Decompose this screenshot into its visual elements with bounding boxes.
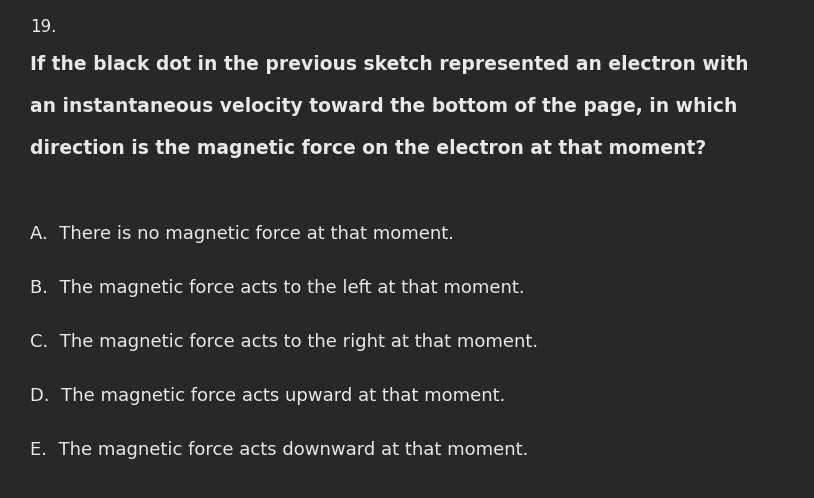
Text: 19.: 19. bbox=[30, 18, 56, 36]
Text: B.  The magnetic force acts to the left at that moment.: B. The magnetic force acts to the left a… bbox=[30, 279, 525, 297]
Text: C.  The magnetic force acts to the right at that moment.: C. The magnetic force acts to the right … bbox=[30, 333, 538, 351]
Text: If the black dot in the previous sketch represented an electron with: If the black dot in the previous sketch … bbox=[30, 55, 749, 74]
Text: an instantaneous velocity toward the bottom of the page, in which: an instantaneous velocity toward the bot… bbox=[30, 97, 737, 116]
Text: E.  The magnetic force acts downward at that moment.: E. The magnetic force acts downward at t… bbox=[30, 441, 528, 459]
Text: direction is the magnetic force on the electron at that moment?: direction is the magnetic force on the e… bbox=[30, 139, 707, 158]
Text: A.  There is no magnetic force at that moment.: A. There is no magnetic force at that mo… bbox=[30, 225, 454, 243]
Text: D.  The magnetic force acts upward at that moment.: D. The magnetic force acts upward at tha… bbox=[30, 387, 505, 405]
